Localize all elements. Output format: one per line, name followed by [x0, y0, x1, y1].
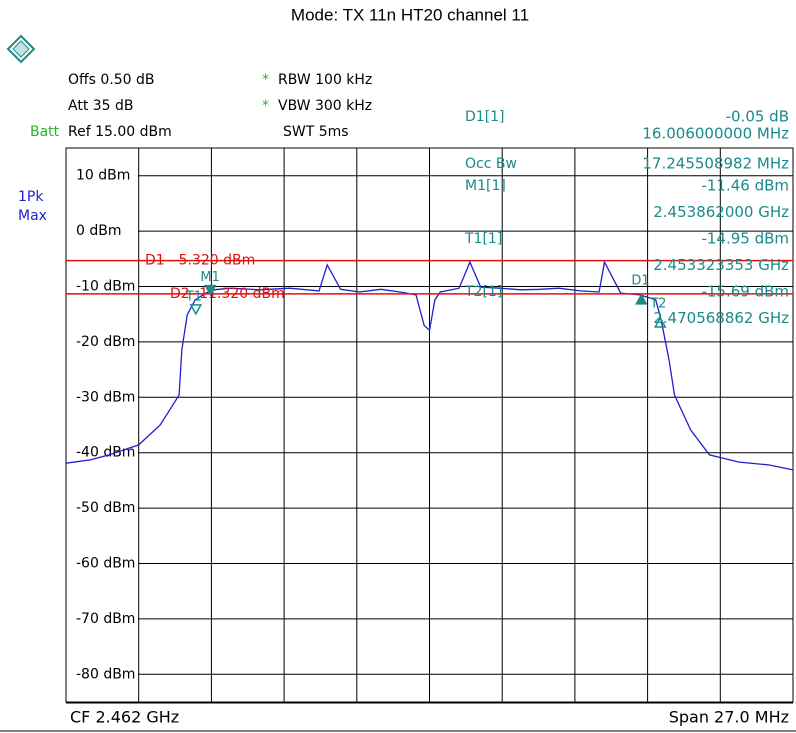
logo	[6, 34, 36, 64]
marker-label: T2	[649, 297, 666, 312]
readout-value: -0.05 dB	[726, 108, 789, 126]
readout-name: M1[1]	[465, 178, 506, 194]
star: *	[262, 72, 269, 88]
readout-detail: 2.470568862 GHz	[653, 309, 789, 327]
y-tick-label: -20 dBm	[76, 334, 135, 350]
marker	[204, 284, 217, 297]
swt: SWT 5ms	[283, 124, 349, 140]
y-tick-label: -80 dBm	[76, 666, 135, 682]
trace-label: 1Pk	[18, 189, 44, 205]
marker	[653, 316, 667, 328]
marker	[635, 293, 648, 305]
y-tick-label: -50 dBm	[76, 500, 135, 516]
marker-label: D1	[631, 273, 649, 288]
readout-name: T2[1]	[464, 284, 502, 300]
chart-title: Mode: TX 11n HT20 channel 11	[291, 5, 529, 24]
marker-label: T1	[185, 289, 202, 304]
vbw: VBW 300 kHz	[278, 98, 372, 114]
display-line-label: D2 -11.320 dBm	[170, 286, 285, 302]
y-tick-label: -40 dBm	[76, 445, 135, 461]
readout-name: Occ Bw	[465, 156, 517, 172]
readout-value: -11.46 dBm	[701, 177, 789, 195]
display-line-label: D1 -5.320 dBm	[145, 253, 255, 269]
readout-detail: 16.006000000 MHz	[642, 125, 789, 143]
attenuation: Att 35 dB	[68, 98, 134, 114]
center-frequency: CF 2.462 GHz	[70, 708, 179, 727]
plot: 10 dBm 0 dBm -10 dBm -20 dBm -30 dBm -40 dBm -…	[65, 148, 794, 702]
y-tick-label: -30 dBm	[76, 389, 135, 405]
readout-detail: 2.453323353 GHz	[653, 256, 789, 274]
y-tick-label: 0 dBm	[76, 223, 122, 239]
y-tick-label: -60 dBm	[76, 556, 135, 572]
readout-value: -14.95 dBm	[701, 230, 789, 248]
y-tick-label: -70 dBm	[76, 611, 135, 627]
batt: Batt	[30, 124, 60, 140]
trace	[65, 260, 794, 471]
readout-name: D1[1]	[465, 109, 505, 125]
y-tick-label: -10 dBm	[76, 279, 135, 295]
marker	[189, 304, 203, 316]
ref-level: Ref 15.00 dBm	[68, 124, 172, 140]
y-tick-label: 10 dBm	[76, 168, 130, 184]
trace-label: Max	[18, 208, 47, 224]
readout-value: -15.69 dBm	[701, 283, 789, 301]
rbw: RBW 100 kHz	[278, 72, 372, 88]
readout-name: T1[1]	[464, 231, 502, 247]
span: Span 27.0 MHz	[669, 708, 789, 727]
readout-value: 17.245508982 MHz	[642, 155, 789, 173]
star: *	[262, 98, 269, 114]
marker-label: M1	[200, 270, 220, 285]
offset: Offs 0.50 dB	[68, 72, 155, 88]
readout-detail: 2.453862000 GHz	[653, 203, 789, 221]
